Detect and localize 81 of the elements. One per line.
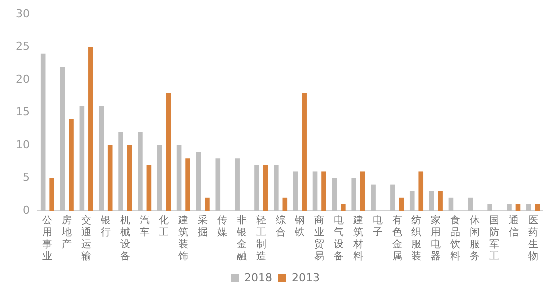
bar	[166, 93, 172, 211]
x-tick-label: 汽车	[140, 214, 150, 239]
x-tick-label: 医药生物	[528, 216, 538, 263]
bar	[99, 106, 104, 211]
bar	[341, 204, 346, 211]
bar	[69, 119, 74, 211]
y-tick-label: 5	[22, 171, 30, 184]
bar	[410, 191, 415, 211]
x-tick-label: 公用事业	[42, 214, 53, 263]
bar	[196, 152, 202, 211]
x-tick-label: 建筑材料	[352, 214, 364, 263]
y-tick-label: 25	[16, 40, 30, 54]
x-tick-label: 传媒	[218, 216, 228, 239]
y-tick-label: 20	[16, 72, 30, 86]
bar	[176, 146, 182, 211]
x-tick-label: 采掘	[198, 214, 208, 239]
x-tick-label: 银行	[100, 216, 111, 239]
bar	[108, 146, 113, 211]
bar	[282, 198, 288, 211]
bar	[146, 165, 152, 211]
x-tick-label: 化工	[159, 214, 170, 239]
bar	[429, 191, 434, 211]
bar	[418, 172, 424, 211]
bar	[332, 178, 338, 211]
bar	[526, 204, 532, 211]
bar	[438, 191, 443, 211]
bar	[468, 198, 474, 211]
bar	[118, 132, 124, 211]
x-tick-label: 综合	[276, 214, 286, 239]
bar	[186, 158, 190, 211]
x-tick-label: 房地产	[61, 214, 72, 251]
bar	[302, 93, 307, 211]
bar	[488, 204, 492, 211]
bar	[88, 47, 94, 211]
x-tick-label: 钢铁	[294, 216, 306, 239]
bar	[254, 165, 260, 211]
bar	[399, 198, 404, 211]
bar	[535, 204, 540, 211]
bar	[360, 172, 366, 211]
bar	[293, 172, 298, 211]
bar	[507, 204, 512, 211]
bar	[371, 184, 376, 211]
bar	[274, 165, 279, 211]
bar	[263, 165, 268, 211]
y-tick-label: 15	[16, 106, 30, 119]
y-tick-label: 0	[22, 204, 30, 217]
legend-label: 2013	[292, 271, 320, 284]
x-tick-label: 非银金融	[236, 214, 247, 263]
x-tick-label: 有色金属	[392, 214, 402, 263]
x-tick-label: 家用电器	[431, 214, 442, 263]
x-tick-label: 通信	[508, 214, 519, 239]
x-tick-label: 休闲服务	[470, 216, 480, 263]
bar	[352, 178, 357, 211]
bar	[235, 158, 240, 211]
x-tick-label: 商业贸易	[314, 214, 325, 263]
x-tick-label: 纺织服装	[412, 214, 422, 263]
bar	[138, 132, 143, 211]
x-tick-label: 机械设备	[120, 214, 130, 263]
bar	[127, 146, 132, 211]
bar	[80, 106, 85, 211]
bar	[322, 172, 326, 211]
x-tick-label: 电气设备	[334, 214, 344, 263]
bar	[390, 184, 396, 211]
bar	[60, 66, 66, 211]
x-tick-label: 食品饮料	[450, 214, 461, 263]
legend-label: 2018	[244, 271, 273, 284]
y-tick-label: 10	[16, 138, 30, 152]
bar	[50, 178, 54, 211]
x-tick-label: 建筑装饰	[178, 214, 189, 263]
x-tick-label: 电子	[372, 214, 383, 239]
bar	[205, 198, 210, 211]
bar	[516, 204, 521, 211]
y-tick-label: 30	[16, 7, 30, 20]
bar	[448, 198, 454, 211]
bar	[40, 54, 46, 211]
bar	[216, 158, 221, 211]
bar	[157, 146, 162, 211]
x-tick-label: 轻工制造	[256, 214, 266, 263]
x-tick-label: 交通运输	[82, 214, 92, 263]
bar	[312, 172, 318, 211]
x-tick-label: 国防军工	[489, 216, 500, 263]
